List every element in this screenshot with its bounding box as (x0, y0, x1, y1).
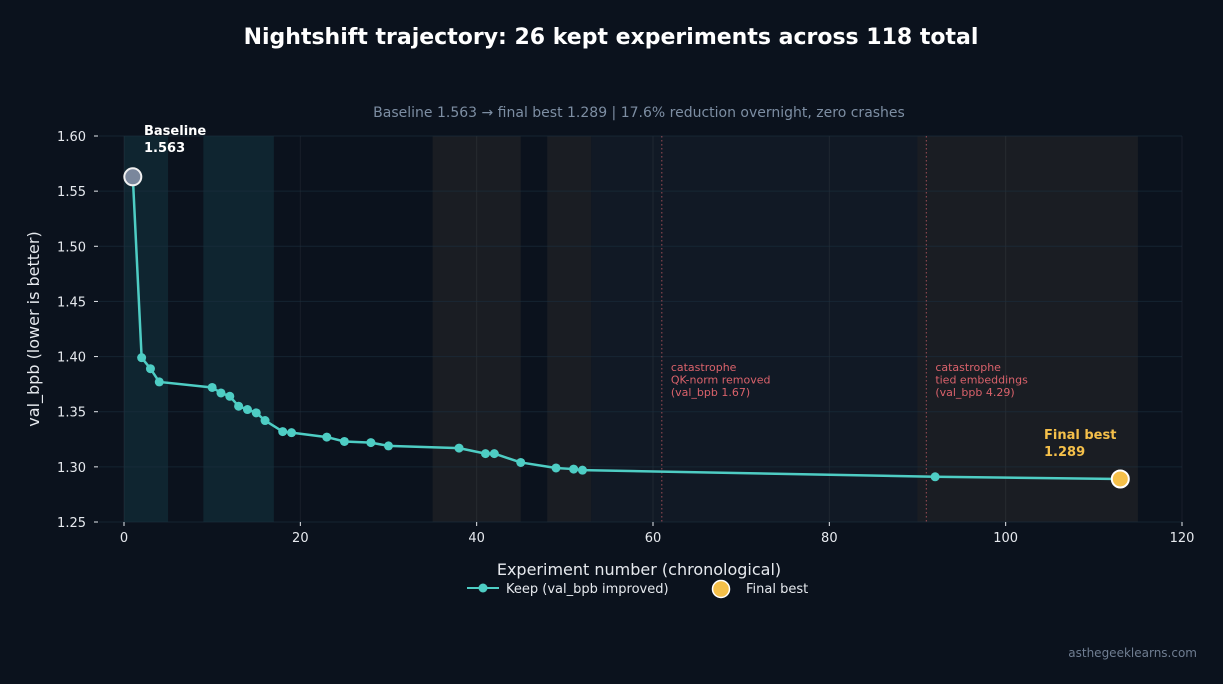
catastrophe-annotation: QK-norm removed (671, 374, 771, 387)
keep-point (278, 427, 288, 437)
final-best-value: 1.289 (1044, 445, 1085, 460)
x-tick-label: 120 (1170, 531, 1195, 546)
x-axis-label: Experiment number (chronological) (497, 560, 781, 579)
y-tick-label: 1.35 (57, 406, 86, 421)
shaded-region (591, 136, 918, 522)
x-tick-label: 100 (993, 531, 1018, 546)
chart-subtitle: Baseline 1.563 → final best 1.289 | 17.6… (373, 105, 905, 121)
catastrophe-annotation: (val_bpb 1.67) (671, 386, 750, 399)
final-best-label: Final best (1044, 428, 1116, 443)
keep-point (145, 364, 155, 374)
chart-title: Nightshift trajectory: 26 kept experimen… (244, 25, 979, 50)
keep-point (577, 465, 587, 475)
keep-point (260, 416, 270, 426)
x-tick-label: 0 (120, 531, 128, 546)
shaded-region (547, 136, 592, 522)
legend-label-final: Final best (746, 582, 808, 597)
y-axis-label: val_bpb (lower is better) (24, 231, 44, 426)
keep-point (216, 388, 226, 398)
keep-point (322, 432, 332, 442)
shaded-region (203, 136, 274, 522)
legend-label-keep: Keep (val_bpb improved) (506, 582, 669, 597)
legend-marker-keep (478, 583, 488, 593)
final-best-marker (1110, 469, 1130, 489)
y-tick-label: 1.40 (57, 351, 86, 366)
keep-point (207, 382, 217, 392)
legend-marker-final (711, 579, 731, 599)
x-tick-label: 40 (468, 531, 485, 546)
keep-point (225, 391, 235, 401)
keep-point (234, 401, 244, 411)
y-tick-label: 1.25 (57, 516, 86, 531)
catastrophe-annotation: (val_bpb 4.29) (935, 386, 1014, 399)
y-tick-label: 1.30 (57, 461, 86, 476)
catastrophe-annotation: catastrophe (671, 361, 737, 374)
y-tick-label: 1.45 (57, 295, 86, 310)
shaded-region (124, 136, 169, 522)
keep-point (287, 428, 297, 438)
legend: Keep (val_bpb improved) Final best (467, 579, 808, 599)
y-tick-label: 1.60 (57, 130, 86, 145)
x-tick-label: 20 (292, 531, 309, 546)
keep-point (366, 438, 376, 448)
keep-point (384, 441, 393, 451)
keep-point (489, 449, 499, 459)
catastrophe-annotation: tied embeddings (935, 374, 1028, 387)
keep-point (569, 464, 579, 474)
y-tick-label: 1.50 (57, 240, 86, 255)
keep-point (137, 353, 147, 363)
baseline-marker (123, 167, 143, 187)
catastrophe-annotation: catastrophe (935, 361, 1001, 374)
baseline-value: 1.563 (144, 141, 185, 156)
keep-point (480, 449, 490, 459)
keep-point (551, 463, 561, 473)
keep-point (930, 472, 940, 482)
keep-point (154, 377, 164, 387)
x-tick-label: 80 (821, 531, 838, 546)
x-tick-label: 60 (645, 531, 662, 546)
shaded-region (917, 136, 1138, 522)
baseline-label: Baseline (144, 124, 206, 139)
keep-point (339, 436, 349, 446)
credit: asthegeeklearns.com (1068, 646, 1197, 660)
keep-point (516, 457, 526, 467)
keep-point (454, 443, 464, 453)
keep-point (242, 405, 252, 415)
keep-point (251, 408, 261, 418)
y-tick-label: 1.55 (57, 185, 86, 200)
